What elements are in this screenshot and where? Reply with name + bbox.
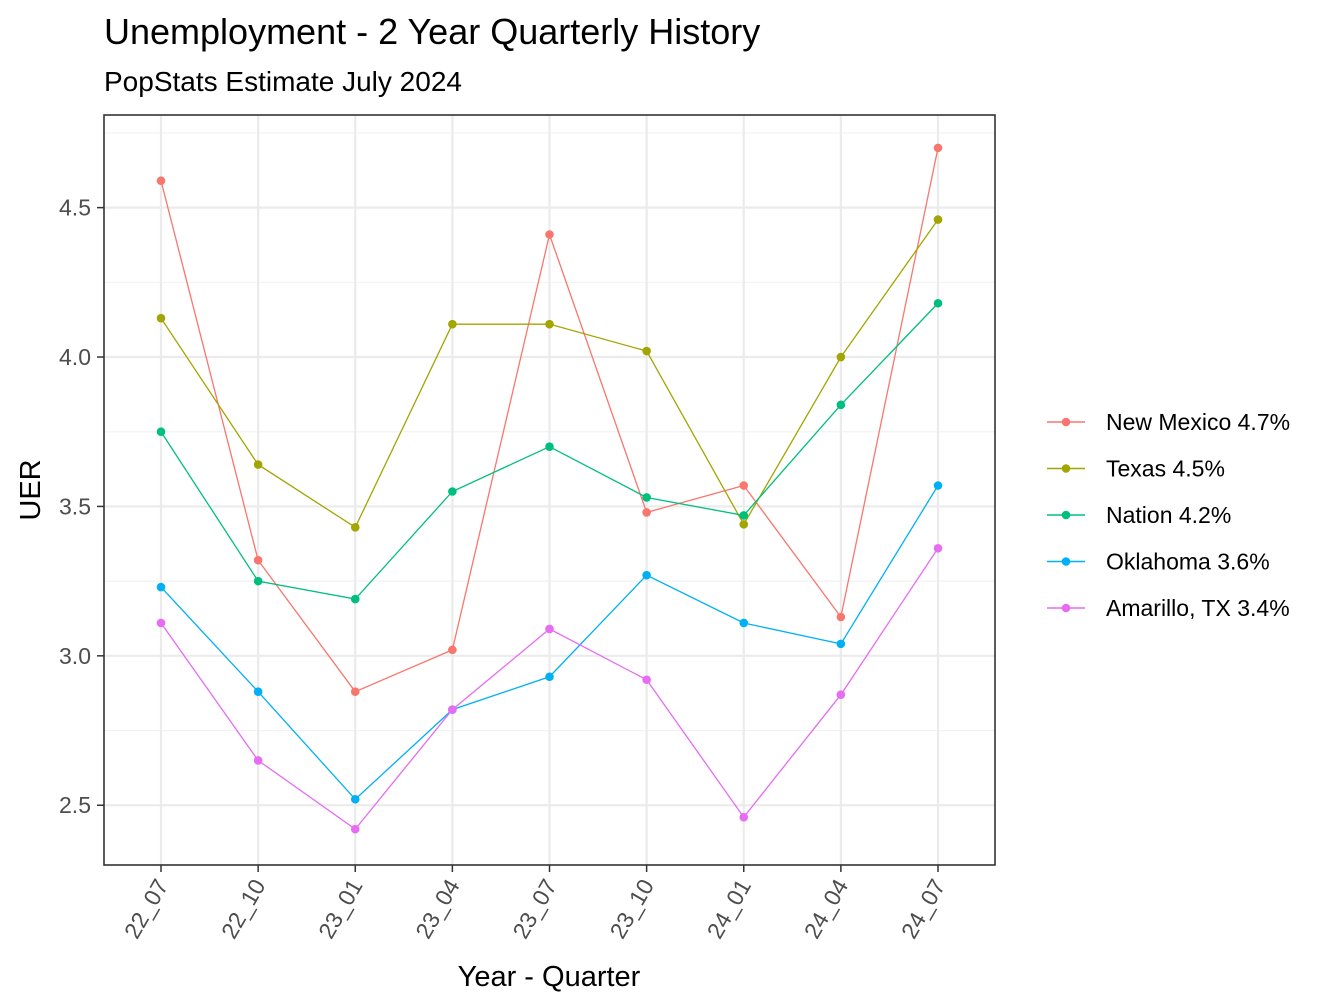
data-point bbox=[253, 687, 263, 696]
data-point bbox=[350, 824, 360, 834]
chart-subtitle: PopStats Estimate July 2024 bbox=[104, 66, 462, 97]
data-point bbox=[642, 346, 651, 356]
legend-key-point bbox=[1061, 603, 1071, 613]
data-point bbox=[448, 487, 457, 496]
x-tick-label: 22_07 bbox=[119, 875, 174, 943]
y-axis-title: UER bbox=[15, 459, 47, 520]
data-point bbox=[156, 176, 166, 186]
data-point bbox=[545, 442, 554, 451]
data-point bbox=[448, 319, 457, 329]
series-1 bbox=[156, 215, 943, 532]
y-axis: 2.5 3.0 3.5 4.0 4.5 bbox=[59, 195, 104, 818]
data-point bbox=[156, 618, 166, 628]
x-tick-label: 22_10 bbox=[216, 875, 271, 943]
data-point bbox=[350, 794, 360, 804]
data-point bbox=[933, 298, 943, 308]
data-point bbox=[253, 576, 263, 586]
legend-label: Oklahoma 3.6% bbox=[1106, 549, 1270, 575]
data-point bbox=[156, 427, 166, 437]
legend-label: Nation 4.2% bbox=[1106, 502, 1231, 528]
data-point bbox=[448, 705, 457, 714]
x-tick-label: 24_01 bbox=[702, 875, 757, 943]
legend-item: Nation 4.2% bbox=[1047, 502, 1231, 528]
data-point bbox=[739, 812, 749, 822]
x-tick-label: 24_07 bbox=[896, 875, 951, 943]
data-point bbox=[448, 645, 457, 655]
y-tick-label: 3.0 bbox=[59, 643, 91, 669]
data-point bbox=[739, 520, 749, 529]
data-point bbox=[642, 493, 651, 502]
legend-key-point bbox=[1061, 417, 1071, 427]
y-tick-label: 4.5 bbox=[59, 195, 91, 221]
data-point bbox=[642, 508, 651, 517]
x-tick-label: 23_07 bbox=[507, 875, 562, 943]
legend-item: Texas 4.5% bbox=[1047, 456, 1225, 482]
data-point bbox=[156, 582, 166, 592]
data-point bbox=[253, 555, 263, 565]
data-point bbox=[836, 612, 846, 622]
data-point bbox=[253, 460, 263, 469]
x-tick-label: 23_01 bbox=[313, 875, 368, 943]
data-point bbox=[836, 690, 846, 699]
legend-key-point bbox=[1061, 557, 1071, 566]
data-point bbox=[836, 639, 846, 649]
data-point bbox=[253, 756, 263, 765]
legend-item: New Mexico 4.7% bbox=[1047, 409, 1290, 435]
x-tick-label: 24_04 bbox=[799, 874, 854, 943]
series-layer bbox=[156, 143, 943, 834]
series-4 bbox=[156, 543, 943, 834]
data-point bbox=[545, 624, 554, 634]
data-point bbox=[739, 481, 749, 490]
x-tick-label: 23_04 bbox=[410, 874, 465, 943]
chart-title: Unemployment - 2 Year Quarterly History bbox=[104, 11, 760, 52]
legend-item: Oklahoma 3.6% bbox=[1047, 549, 1270, 575]
data-point bbox=[739, 618, 749, 628]
data-point bbox=[545, 672, 554, 682]
x-axis-title: Year - Quarter bbox=[458, 961, 641, 993]
data-point bbox=[350, 523, 360, 532]
x-axis: 22_07 22_10 23_01 23_04 23_07 23_10 24_01 24_04… bbox=[119, 865, 951, 943]
data-point bbox=[739, 511, 749, 520]
legend-key-point bbox=[1061, 510, 1071, 520]
data-point bbox=[933, 543, 943, 553]
data-point bbox=[836, 400, 846, 410]
y-tick-label: 4.0 bbox=[59, 344, 91, 370]
series-2 bbox=[156, 298, 943, 604]
legend-label: Texas 4.5% bbox=[1106, 456, 1225, 482]
legend-label: New Mexico 4.7% bbox=[1106, 409, 1290, 435]
data-point bbox=[545, 319, 554, 329]
data-point bbox=[933, 143, 943, 153]
data-point bbox=[545, 230, 554, 239]
data-point bbox=[933, 215, 943, 224]
data-point bbox=[350, 687, 360, 696]
data-point bbox=[642, 570, 651, 580]
legend: New Mexico 4.7% Texas 4.5% Nation 4.2% Okla… bbox=[1047, 409, 1290, 621]
series-0 bbox=[156, 143, 943, 696]
legend-item: Amarillo, TX 3.4% bbox=[1047, 595, 1290, 621]
y-tick-label: 3.5 bbox=[59, 493, 91, 519]
data-point bbox=[642, 675, 651, 685]
legend-label: Amarillo, TX 3.4% bbox=[1106, 595, 1290, 621]
x-tick-label: 23_10 bbox=[604, 875, 659, 943]
y-tick-label: 2.5 bbox=[59, 792, 91, 818]
data-point bbox=[156, 313, 166, 323]
legend-key-point bbox=[1061, 464, 1071, 473]
data-point bbox=[933, 481, 943, 490]
data-point bbox=[350, 594, 360, 604]
data-point bbox=[836, 352, 846, 362]
